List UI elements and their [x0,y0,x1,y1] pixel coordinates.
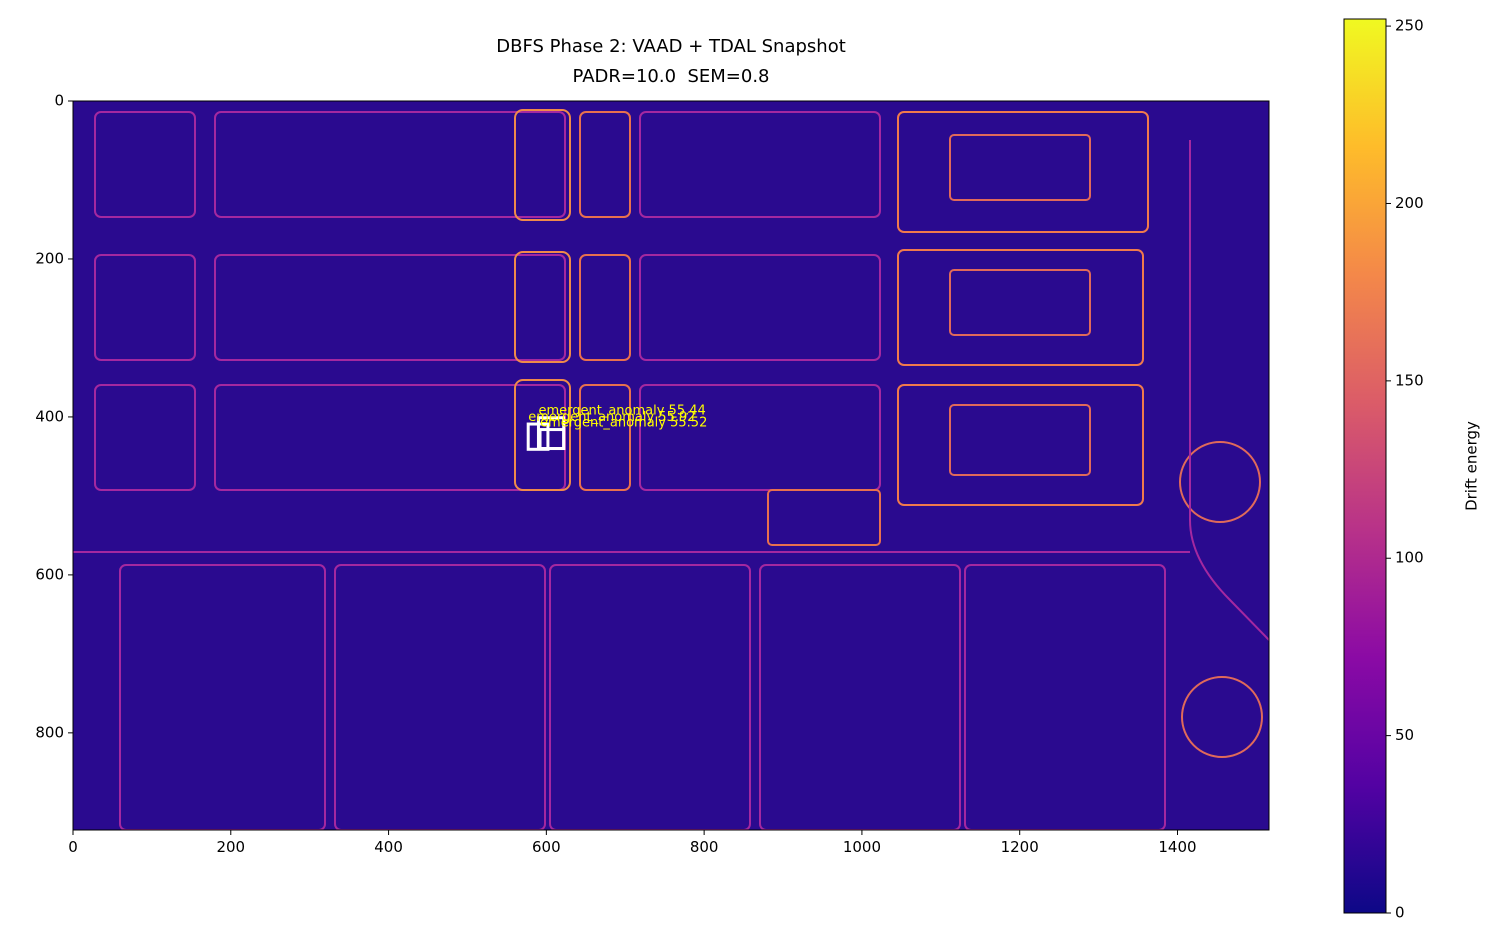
colorbar-tick-label: 250 [1395,17,1424,35]
colorbar-tick-label: 0 [1395,904,1405,922]
detection-label: emergent_anomaly 55.52 [540,416,707,431]
detection-label: emergent_anomaly 55.44 [538,404,705,419]
x-tick-label: 400 [374,838,403,856]
image [73,101,1269,830]
colorbar-label: Drift energy [1463,421,1481,511]
y-tick-label: 0 [54,92,64,110]
x-tick-label: 1400 [1158,838,1196,856]
y-tick-label: 800 [35,723,64,741]
chart-subtitle: PADR=10.0 SEM=0.8 [572,66,769,87]
colorbar-tick-label: 100 [1395,549,1424,567]
detection-box [538,428,566,451]
detection-label: emergent_anomaly 55.92 [528,410,695,425]
colorbar-tick-label: 150 [1395,371,1424,389]
x-tick-label: 600 [532,838,561,856]
x-tick-label: 0 [68,838,78,856]
x-tick-label: 200 [216,838,245,856]
y-tick-label: 400 [35,407,64,425]
x-tick-label: 1200 [1001,838,1039,856]
plot-frame [72,100,1270,831]
y-tick-label: 200 [35,249,64,267]
chart-title: DBFS Phase 2: VAAD + TDAL Snapshot [496,36,846,57]
x-tick-label: 800 [690,838,719,856]
y-tick-label: 600 [35,565,64,583]
colorbar-tick-label: 50 [1395,726,1414,744]
colorbar [1343,18,1387,914]
colorbar-tick-label: 200 [1395,194,1424,212]
detection-box [526,422,550,451]
x-tick-label: 1000 [843,838,881,856]
